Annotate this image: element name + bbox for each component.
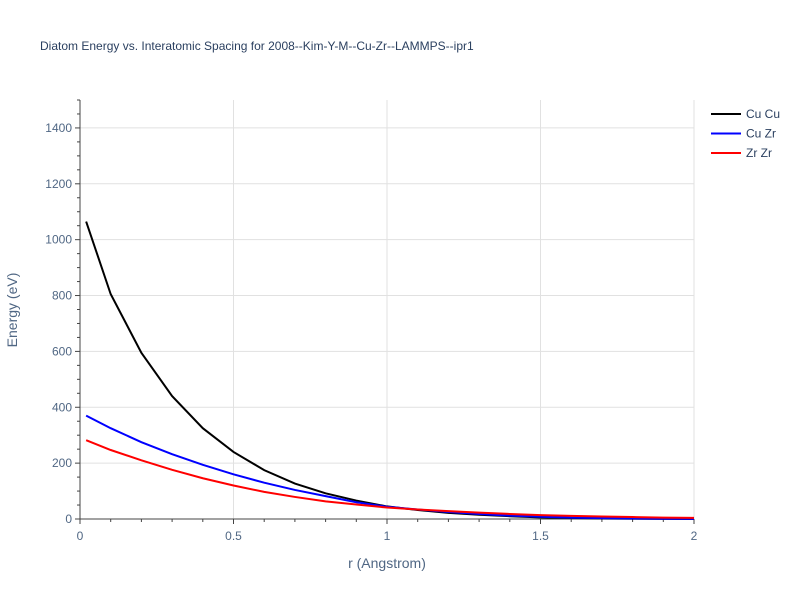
x-tick-label: 0 — [77, 529, 84, 543]
series-line-cu-cu — [85, 221, 695, 520]
y-tick-label: 800 — [52, 289, 72, 303]
x-axis-title: r (Angstrom) — [348, 555, 426, 571]
y-axis-title: Energy (eV) — [4, 273, 20, 348]
axis-layer: 0 0.5 1 1.5 2 0 200 400 600 800 1000 1200 1400 — [45, 99, 698, 543]
legend-item-zr-zr[interactable]: Zr Zr — [711, 146, 772, 160]
series-line-zr-zr — [85, 439, 695, 519]
legend-item-cu-zr[interactable]: Cu Zr — [711, 127, 776, 141]
legend-item-cu-cu[interactable]: Cu Cu — [711, 107, 780, 121]
x-tick-label: 1 — [384, 529, 391, 543]
y-tick-label: 0 — [65, 512, 72, 526]
x-tick-label: 0.5 — [225, 529, 242, 543]
grid-layer — [80, 100, 695, 519]
legend-label: Cu Cu — [746, 107, 780, 121]
series-line-cu-zr — [85, 414, 695, 520]
y-tick-label: 1200 — [45, 177, 72, 191]
x-tick-label: 2 — [691, 529, 698, 543]
legend[interactable]: Cu Cu Cu Zr Zr Zr — [711, 107, 780, 160]
y-tick-label: 200 — [52, 456, 72, 470]
chart-title: Diatom Energy vs. Interatomic Spacing fo… — [40, 39, 474, 53]
y-tick-label: 400 — [52, 400, 72, 414]
legend-label: Cu Zr — [746, 127, 776, 141]
legend-label: Zr Zr — [746, 146, 772, 160]
series-layer — [85, 221, 695, 520]
y-tick-label: 1000 — [45, 233, 72, 247]
y-tick-label: 600 — [52, 344, 72, 358]
y-tick-label: 1400 — [45, 121, 72, 135]
x-tick-label: 1.5 — [532, 529, 549, 543]
